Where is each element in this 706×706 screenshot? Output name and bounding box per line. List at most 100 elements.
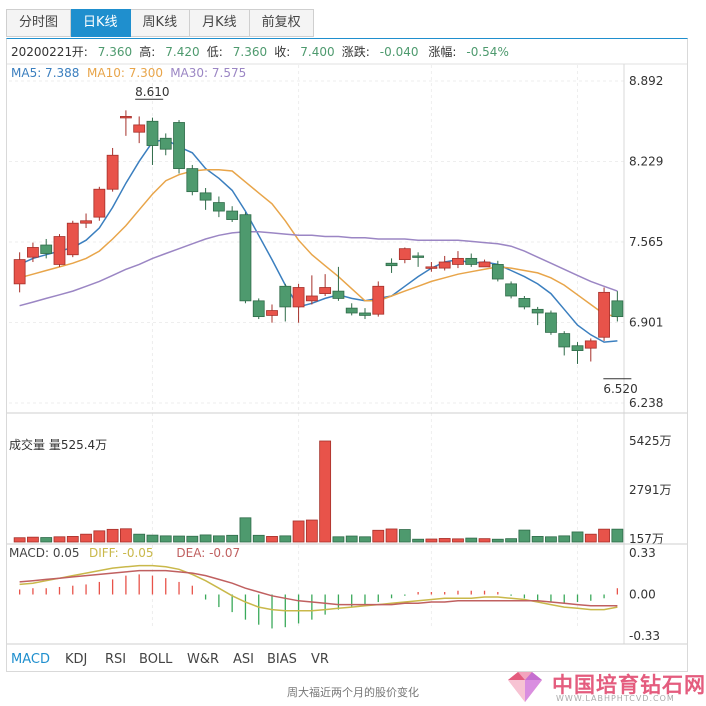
info-low-value: 7.360	[233, 45, 267, 59]
volume-bar	[80, 533, 92, 543]
volume-bar	[452, 538, 464, 543]
macd-y-tick-1: 0.00	[629, 588, 656, 602]
volume-bar	[239, 517, 252, 543]
indicator-tab-asi[interactable]: ASI	[233, 652, 254, 667]
candle-body	[465, 257, 478, 265]
volume-bar	[545, 536, 557, 543]
indicator-tab-kdj[interactable]: KDJ	[65, 652, 87, 667]
candle-body	[452, 257, 464, 265]
info-change-label: 涨跌:	[342, 44, 370, 59]
ma-legend-0: MA5: 7.388	[11, 66, 79, 80]
watermark: 中国培育钻石网 WWW.LABHPHTCVD.COM	[500, 668, 706, 706]
volume-bar	[598, 528, 610, 543]
candle-body	[398, 248, 411, 260]
volume-bar	[173, 535, 185, 543]
volume-bar	[425, 538, 438, 543]
info-change-value: -0.040	[380, 45, 419, 59]
candle-body	[120, 116, 132, 119]
indicator-tab-macd[interactable]: MACD	[11, 652, 50, 667]
volume-bar	[571, 531, 584, 543]
candle-body	[531, 308, 544, 314]
candle-body	[571, 345, 584, 351]
volume-bar	[465, 537, 478, 543]
candle-body	[212, 202, 225, 212]
volume-bar	[305, 519, 318, 543]
candle-body	[372, 285, 385, 315]
volume-bar	[120, 528, 132, 543]
candle-body	[438, 261, 451, 269]
indicator-tab-rsi[interactable]: RSI	[105, 652, 126, 667]
tab-2[interactable]: 周K线	[130, 9, 191, 37]
indicator-tab-vr[interactable]: VR	[311, 652, 329, 667]
candle-body	[545, 312, 557, 333]
volume-bar	[106, 528, 119, 543]
candle-body	[611, 300, 624, 318]
volume-bar	[159, 535, 172, 543]
info-close-value: 7.400	[300, 45, 334, 59]
volume-bar	[531, 536, 544, 543]
stock-chart: 20200221 开: 7.360 高: 7.420 低: 7.360 收: 7.400 涨跌: -…	[7, 44, 687, 667]
volume-bar	[279, 535, 292, 543]
price-y-tick-4: 6.238	[629, 396, 663, 410]
info-open-label: 开:	[72, 45, 88, 59]
volume-bar	[584, 533, 597, 543]
tab-4[interactable]: 前复权	[249, 9, 314, 37]
high-annotation: 8.610	[135, 85, 169, 99]
volume-bar	[266, 536, 278, 543]
volume-bar	[53, 536, 66, 543]
volume-bar	[292, 520, 305, 543]
volume-bar	[385, 528, 398, 543]
tab-1[interactable]: 日K线	[71, 9, 131, 37]
volume-y-tick-2: 157万	[629, 532, 664, 546]
volume-bar	[93, 530, 106, 543]
indicator-tab-boll[interactable]: BOLL	[139, 652, 173, 667]
volume-bar	[478, 538, 491, 543]
candle-body	[226, 210, 239, 220]
candle-body	[385, 262, 398, 267]
candle-body	[106, 154, 119, 190]
volume-bar	[40, 537, 53, 543]
candle-body	[146, 120, 159, 146]
ma-legend-1: MA10: 7.300	[87, 66, 163, 80]
tab-0[interactable]: 分时图	[6, 9, 72, 37]
candle-body	[133, 124, 146, 133]
volume-bar	[611, 528, 624, 543]
macd-legend-0: MACD: 0.05	[9, 546, 80, 560]
candle-body	[266, 310, 278, 316]
caption: 周大福近两个月的股价变化	[287, 686, 419, 699]
volume-bar	[133, 533, 146, 543]
tab-3[interactable]: 月K线	[190, 9, 250, 37]
watermark-title: 中国培育钻石网	[552, 673, 706, 697]
volume-bar	[398, 529, 411, 543]
volume-bar	[226, 534, 239, 543]
watermark-url: WWW.LABHPHTCVD.COM	[556, 694, 675, 703]
volume-bar	[332, 536, 345, 543]
macd-y-tick-0: 0.33	[629, 546, 656, 560]
volume-bar	[345, 535, 358, 543]
volume-bar	[27, 536, 39, 543]
ma-legend-2: MA30: 7.575	[170, 66, 246, 80]
info-open-value: 7.360	[98, 45, 132, 59]
candle-body	[598, 291, 610, 338]
candle-body	[279, 285, 292, 308]
indicator-tab-bias[interactable]: BIAS	[267, 652, 297, 667]
volume-bar	[438, 538, 451, 543]
candle-body	[13, 259, 26, 285]
macd-legend-1: DIFF: -0.05	[89, 546, 154, 560]
candle-body	[359, 312, 371, 316]
volume-bar	[319, 440, 332, 543]
candle-body	[186, 168, 199, 193]
candle-body	[80, 220, 92, 224]
volume-bar	[199, 534, 212, 543]
volume-bar	[212, 535, 225, 543]
candle-body	[252, 300, 265, 318]
volume-bar	[66, 536, 79, 543]
info-close-label: 收:	[274, 45, 290, 59]
indicator-tab-wr[interactable]: W&R	[187, 652, 219, 667]
info-high-value: 7.420	[165, 45, 199, 59]
ma-line-ma30	[19, 230, 618, 307]
info-high-label: 高:	[139, 44, 155, 59]
price-y-tick-1: 8.229	[629, 154, 663, 168]
candle-body	[332, 290, 345, 299]
volume-bar	[412, 538, 425, 543]
